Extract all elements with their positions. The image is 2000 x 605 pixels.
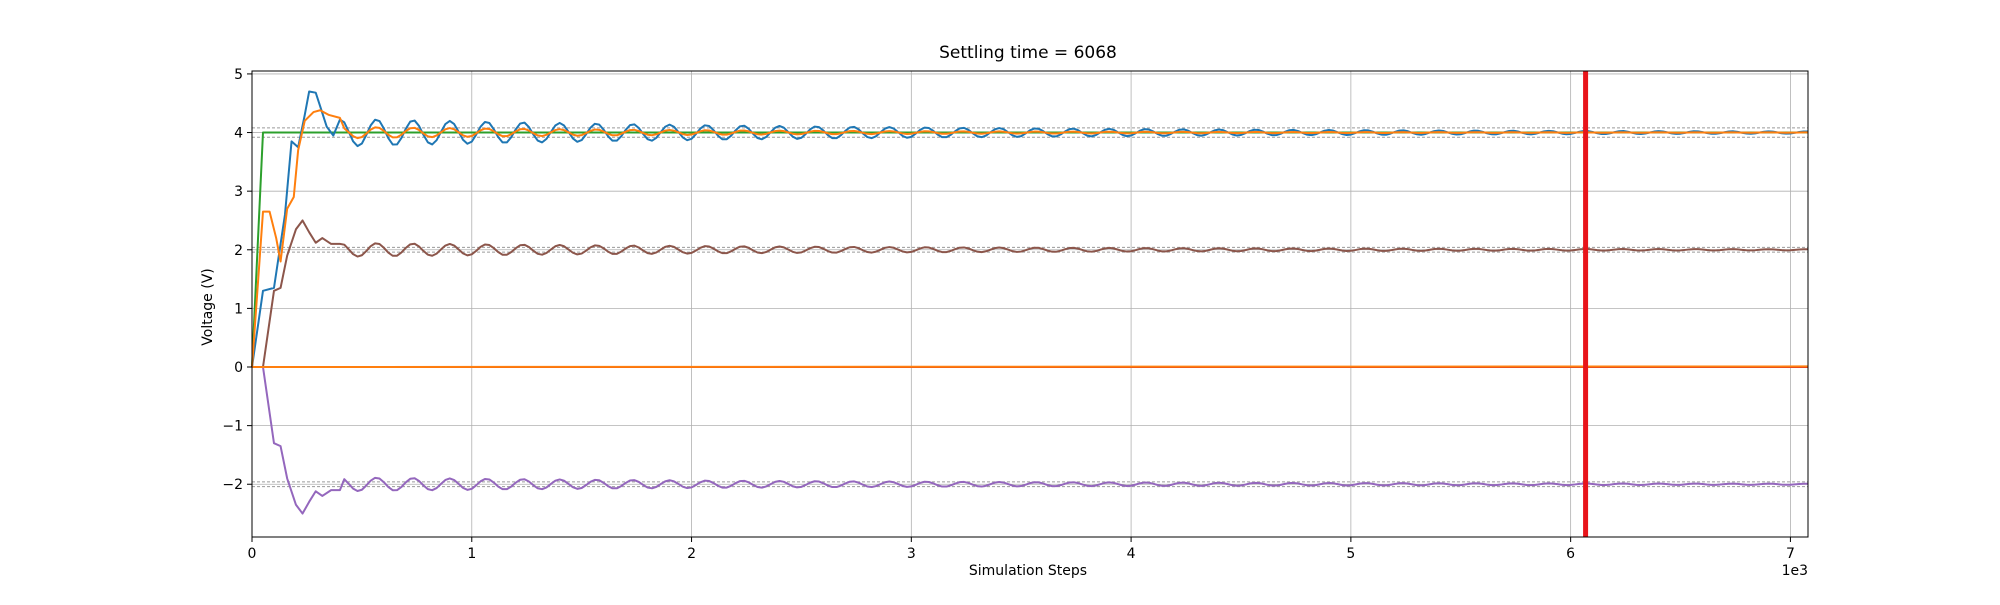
- plot-area-frame: [251, 70, 1809, 538]
- series-line-4: [252, 366, 1809, 515]
- series-line-3: [252, 219, 1809, 369]
- x-tick-label-5: 5: [1346, 546, 1355, 562]
- x-axis-ticks: 0 1 2 3 4 5 6 7: [248, 537, 1795, 562]
- x-tick-label-7: 7: [1786, 546, 1795, 562]
- y-tick-label-2: 0: [234, 360, 243, 376]
- y-tick-label-4: 2: [234, 243, 243, 259]
- y-tick-label-3: 1: [234, 301, 243, 317]
- chart-title: Settling time = 6068: [939, 43, 1117, 63]
- x-tick-label-6: 6: [1566, 546, 1575, 562]
- y-axis-label: Voltage (V): [200, 268, 216, 345]
- y-tick-label-7: 5: [234, 67, 243, 83]
- series-line-2: [251, 109, 1809, 368]
- x-tick-label-2: 2: [687, 546, 696, 562]
- x-tick-label-0: 0: [248, 546, 257, 562]
- x-tick-label-1: 1: [467, 546, 476, 562]
- x-tick-label-3: 3: [907, 546, 916, 562]
- y-axis-ticks: −2 −1 0 1 2 3 4 5: [222, 67, 252, 493]
- y-tick-label-6: 4: [234, 126, 243, 142]
- x-axis-label: Simulation Steps: [969, 563, 1087, 579]
- x-axis-offset-label: 1e3: [1782, 563, 1808, 579]
- data-series: [251, 90, 1809, 515]
- y-tick-label-5: 3: [234, 184, 243, 200]
- y-tick-label-0: −2: [222, 477, 243, 493]
- grid: [251, 71, 1808, 537]
- y-tick-label-1: −1: [222, 419, 243, 435]
- x-tick-label-4: 4: [1127, 546, 1136, 562]
- tolerance-bands: [252, 127, 1808, 488]
- series-line-6: [251, 365, 1809, 369]
